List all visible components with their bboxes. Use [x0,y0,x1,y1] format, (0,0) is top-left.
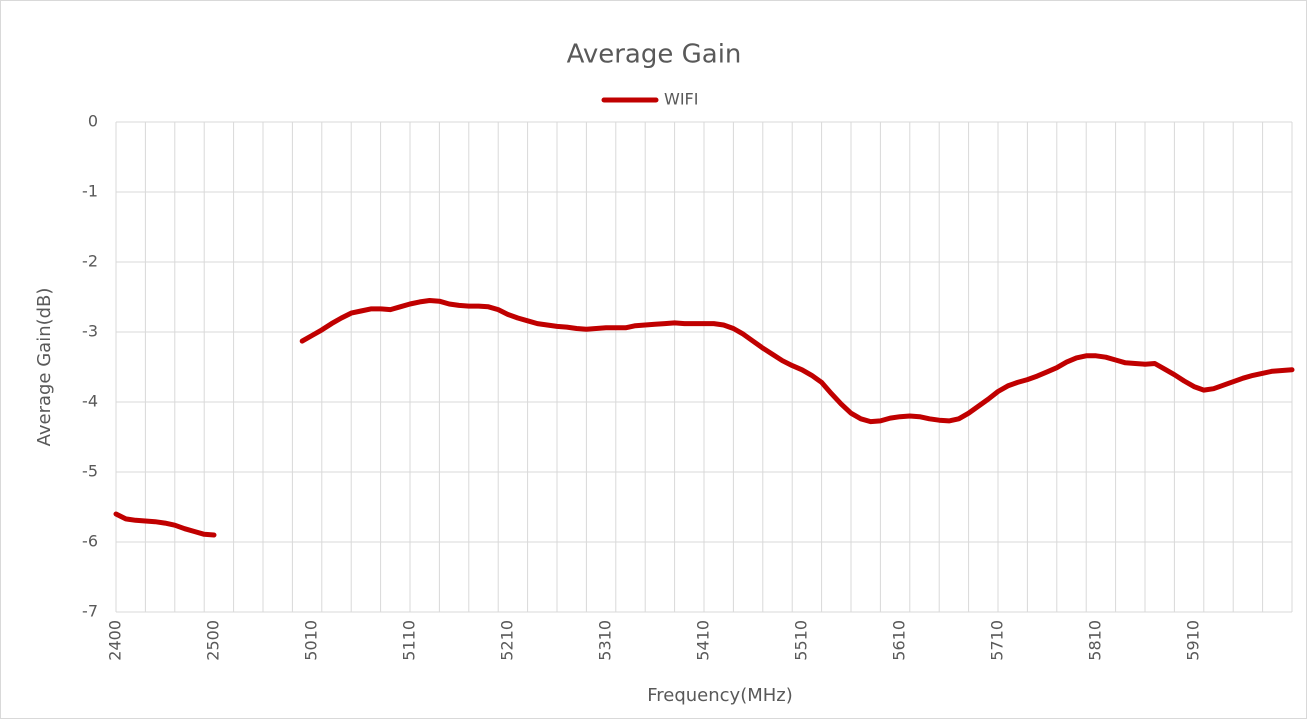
x-tick-label: 5310 [596,620,615,661]
x-tick-label: 2400 [106,620,125,661]
data-line [113,298,1295,538]
y-tick-label: -7 [82,602,98,621]
y-tick-label: -5 [82,462,98,481]
chart-title: Average Gain [567,40,742,70]
x-tick-label: 5610 [890,620,909,661]
y-tick-label: -6 [82,532,98,551]
y-tick-label: -3 [82,322,98,341]
x-tick-label: 5110 [400,620,419,661]
x-axis-title: Frequency(MHz) [647,685,793,706]
x-tick-label: 5910 [1184,620,1203,661]
x-tick-label: 5510 [792,620,811,661]
x-tick-label: 5710 [988,620,1007,661]
x-tick-label: 5010 [302,620,321,661]
legend-label: WIFI [664,90,698,109]
y-tick-label: -4 [82,392,98,411]
x-tick-label: 5410 [694,620,713,661]
y-tick-label: -1 [82,182,98,201]
x-tick-label: 5810 [1086,620,1105,661]
y-tick-label: -2 [82,252,98,271]
y-tick-label: 0 [88,112,98,131]
y-axis-title: Average Gain(dB) [34,288,55,447]
x-tick-label: 2500 [204,620,223,661]
x-tick-label: 5210 [498,620,517,661]
